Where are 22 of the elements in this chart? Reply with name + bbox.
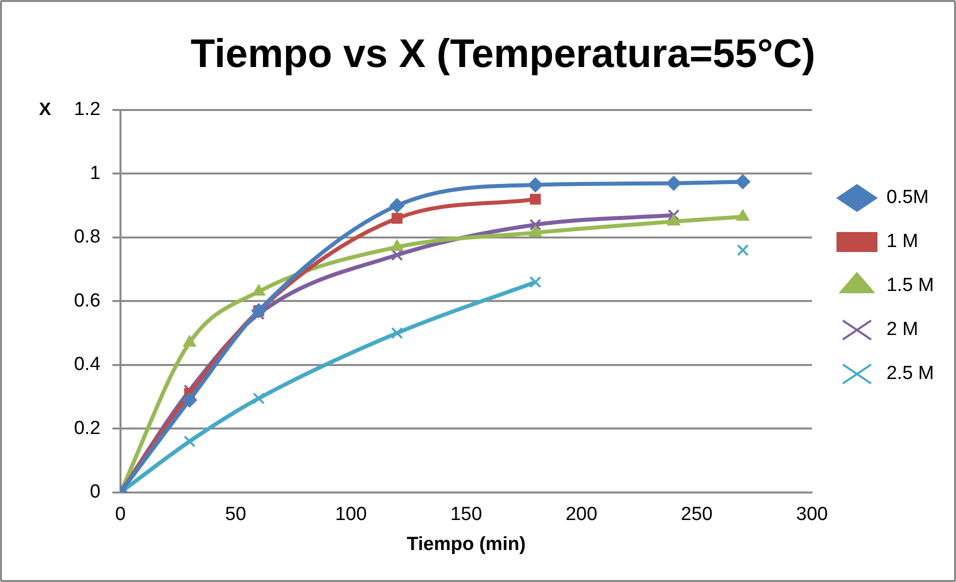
legend-label: 1 M — [886, 231, 918, 252]
y-axis-title: X — [38, 98, 52, 119]
y-tick-label: 0.6 — [74, 290, 100, 312]
y-tick-label: 0.2 — [74, 418, 100, 439]
y-tick-label: 0.4 — [74, 354, 101, 376]
x-axis-title: Tiempo (min) — [406, 534, 526, 555]
y-tick-label: 1 — [90, 162, 100, 184]
chart-title: Tiempo vs X (Temperatura=55°C) — [190, 32, 816, 76]
x-tick-label: 100 — [335, 504, 367, 526]
legend-label: 1.5 M — [886, 275, 934, 296]
y-tick-label: 0.8 — [74, 226, 100, 248]
y-tick-label: 1.2 — [74, 99, 100, 120]
y-tick-label: 0 — [90, 482, 100, 503]
x-tick-label: 150 — [450, 504, 482, 526]
legend-label: 2 M — [886, 319, 918, 340]
x-tick-label: 300 — [796, 504, 828, 526]
legend-label: 2.5 M — [886, 363, 934, 384]
x-tick-label: 200 — [566, 504, 598, 526]
legend-label: 0.5M — [886, 187, 929, 208]
x-tick-label: 50 — [225, 504, 246, 526]
x-tick-label: 250 — [680, 504, 713, 526]
x-tick-label: 0 — [115, 504, 126, 526]
